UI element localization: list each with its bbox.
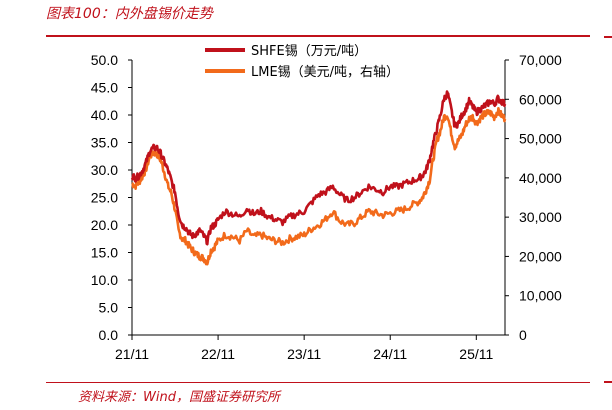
source-note: 资料来源：Wind，国盛证券研究所	[78, 390, 280, 405]
left-tick-label: 0.0	[99, 327, 119, 343]
legend-label-shfe: SHFE锡（万元/吨）	[251, 44, 367, 59]
x-tick-label: 23/11	[287, 346, 321, 362]
axes: 0.0 5.0 10.0 15.0 20.0 25.0 30.0 35.0 40.0 45.0 50…	[91, 52, 562, 362]
lme-tin-line	[131, 107, 507, 266]
right-tick-label: 10,000	[519, 288, 562, 304]
left-tick-label: 35.0	[91, 135, 118, 151]
left-tick-label: 5.0	[99, 300, 119, 316]
left-tick-label: 30.0	[91, 162, 118, 178]
right-tick-label: 30,000	[519, 209, 562, 225]
left-tick-label: 20.0	[91, 217, 118, 233]
x-tick-label: 21/11	[115, 346, 149, 362]
top-rule	[46, 35, 590, 37]
side-mark-top	[604, 36, 612, 38]
right-tick-label: 20,000	[519, 248, 562, 264]
left-tick-label: 10.0	[91, 272, 118, 288]
side-mark-bottom	[604, 381, 612, 383]
left-tick-label: 40.0	[91, 107, 118, 123]
bottom-rule	[46, 382, 590, 383]
figure-title: 图表100：内外盘锡价走势	[46, 6, 213, 22]
right-tick-label: 50,000	[519, 131, 562, 147]
left-tick-label: 45.0	[91, 80, 118, 96]
right-tick-label: 0	[519, 327, 527, 343]
legend-label-lme: LME锡（美元/吨，右轴）	[251, 65, 399, 80]
legend: SHFE锡（万元/吨） LME锡（美元/吨，右轴）	[205, 44, 399, 80]
right-tick-label: 60,000	[519, 91, 562, 107]
series-layer	[130, 90, 507, 266]
x-tick-label: 22/11	[201, 346, 235, 362]
left-tick-label: 25.0	[91, 190, 118, 206]
x-tick-label: 24/11	[373, 346, 407, 362]
left-tick-label: 50.0	[91, 52, 118, 68]
left-tick-label: 15.0	[91, 245, 118, 261]
right-tick-label: 40,000	[519, 170, 562, 186]
right-tick-label: 70,000	[519, 52, 562, 68]
x-tick-label: 25/11	[459, 346, 493, 362]
shfe-tin-line	[130, 90, 507, 246]
